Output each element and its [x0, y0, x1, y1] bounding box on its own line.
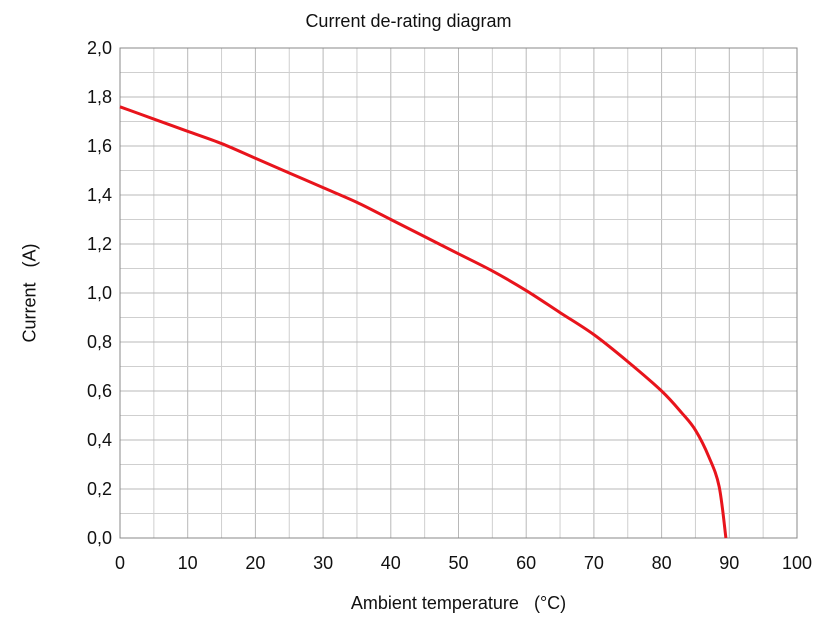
x-tick-label: 30	[313, 553, 333, 573]
y-tick-label: 0,8	[87, 332, 112, 352]
y-axis-ticks: 0,0 0,2 0,4 0,6 0,8 1,0 1,2 1,4 1,6 1,8 2,0	[87, 38, 112, 548]
y-tick-label: 0,2	[87, 479, 112, 499]
x-axis-label: Ambient temperature (°C)	[350, 593, 567, 613]
series-line	[119, 105, 728, 539]
y-tick-label: 1,6	[87, 136, 112, 156]
x-tick-label: 10	[178, 553, 198, 573]
x-tick-label: 0	[115, 553, 125, 573]
x-tick-label: 80	[652, 553, 672, 573]
y-tick-label: 1,8	[87, 87, 112, 107]
x-axis-ticks: 0 10 20 30 40 50 60 70 80 90 100	[115, 553, 812, 573]
series-layer	[119, 105, 728, 539]
y-tick-label: 1,2	[87, 234, 112, 254]
y-tick-label: 0,0	[87, 528, 112, 548]
x-tick-label: 70	[584, 553, 604, 573]
x-tick-label: 90	[719, 553, 739, 573]
x-tick-label: 40	[381, 553, 401, 573]
y-tick-label: 2,0	[87, 38, 112, 58]
y-tick-label: 1,0	[87, 283, 112, 303]
y-axis-label: Current (A)	[19, 243, 40, 343]
y-tick-label: 0,4	[87, 430, 112, 450]
plot-frame	[119, 47, 798, 539]
x-tick-label: 100	[782, 553, 812, 573]
y-tick-label: 1,4	[87, 185, 112, 205]
x-tick-label: 50	[448, 553, 468, 573]
chart-title: Current de-rating diagram	[305, 11, 512, 31]
grid	[120, 48, 797, 538]
x-tick-label: 20	[245, 553, 265, 573]
y-tick-label: 0,6	[87, 381, 112, 401]
x-tick-label: 60	[516, 553, 536, 573]
